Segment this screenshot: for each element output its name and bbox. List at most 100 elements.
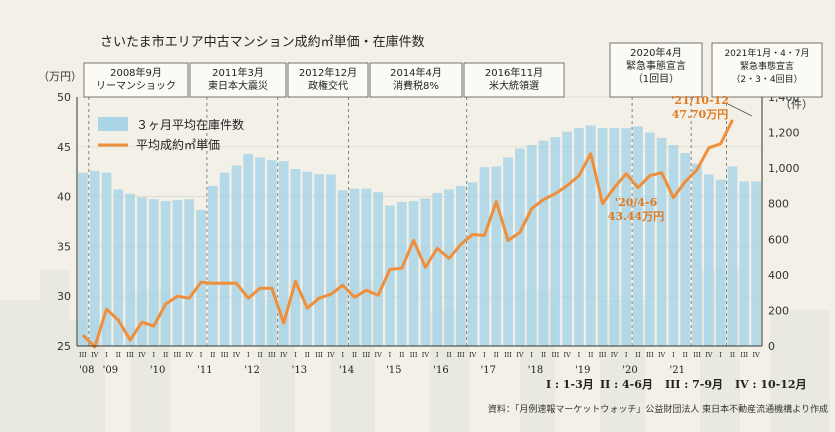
year-tick-label: '16 [433, 365, 448, 376]
inventory-bar [515, 148, 525, 346]
inventory-bar [609, 128, 620, 346]
year-tick-label: '12 [244, 365, 259, 376]
inventory-bar [692, 163, 702, 346]
quarter-legend-1: I : 1-3月 [546, 378, 594, 391]
left-axis-unit: （万円） [38, 70, 82, 83]
chart-title: さいたま市エリア中古マンション成約㎡単価・在庫件数 [100, 34, 425, 50]
inventory-bar [455, 185, 466, 346]
quarter-tick-label: II [635, 351, 641, 359]
right-axis-unit: （件） [780, 98, 813, 111]
quarter-tick-label: IV [469, 351, 477, 359]
inventory-bar [361, 188, 372, 346]
year-tick-label: '09 [103, 365, 118, 376]
quarter-tick-label: IV [752, 351, 760, 359]
quarter-legend-2: II : 4-6月 [600, 378, 653, 391]
right-tick-label: 400 [768, 269, 789, 282]
quarter-legend-3: III : 7-9月 [665, 378, 723, 391]
quarter-tick-label: I [625, 351, 628, 359]
left-axis: 25 30 35 40 45 50 [57, 91, 78, 353]
inventory-bar [326, 174, 336, 346]
left-tick-label: 35 [57, 240, 71, 253]
inventory-bar [562, 131, 572, 346]
inventory-bar [550, 137, 561, 346]
quarter-tick-label: IV [658, 351, 666, 359]
right-tick-label: 600 [768, 233, 789, 246]
inventory-bar [385, 205, 395, 346]
quarter-tick-label: I [483, 351, 486, 359]
quarter-tick-label: II [683, 351, 689, 359]
inventory-bar [491, 166, 502, 346]
quarter-tick-label: I [294, 351, 297, 359]
quarter-tick-label: III [410, 351, 418, 359]
year-tick-label: '08 [79, 365, 94, 376]
quarter-tick-label: II [446, 351, 452, 359]
quarter-legend-4: IV : 10-12月 [735, 378, 807, 391]
source-note: 資料：「月例速報マーケットウォッチ」公益財団法人 東日本不動産流通機構より作成 [488, 403, 828, 415]
event-label: （2・3・4回目） [731, 74, 802, 85]
event-label: 2020年4月 [630, 46, 682, 59]
quarter-tick-label: III [457, 351, 465, 359]
year-tick-label: '13 [292, 365, 307, 376]
inventory-bar [432, 193, 443, 346]
annotation-label: 43.44万円 [608, 210, 664, 223]
quarter-tick-label: II [305, 351, 311, 359]
skyline-building [40, 270, 70, 432]
quarter-tick-label: I [247, 351, 250, 359]
quarter-tick-label: IV [280, 351, 288, 359]
quarter-tick-label: III [79, 351, 87, 359]
quarter-tick-label: I [530, 351, 533, 359]
inventory-bar [196, 209, 206, 346]
event-box [463, 62, 565, 98]
annotation-label: '21/10-12 [671, 94, 729, 107]
skyline-building [520, 290, 555, 432]
quarter-legend: I : 1-3月 II : 4-6月 III : 7-9月 IV : 10-12… [546, 378, 807, 391]
quarter-tick-label: I [152, 351, 155, 359]
inventory-bar [113, 189, 124, 346]
event-label: 政権交代 [308, 79, 348, 92]
quarter-tick-label: III [315, 351, 323, 359]
legend-bar-swatch [98, 117, 128, 131]
event-label: 2008年9月 [110, 66, 162, 79]
event-label: リーマンショック [96, 80, 176, 92]
quarter-tick-label: III [599, 351, 607, 359]
price-line [81, 119, 734, 349]
inventory-bar [267, 160, 277, 346]
event-box [369, 62, 463, 98]
quarter-tick-label: III [174, 351, 182, 359]
event-label: （1回目） [633, 73, 679, 85]
inventory-bar [751, 181, 761, 346]
quarter-tick-label: III [126, 351, 134, 359]
event-label: 2011年3月 [212, 66, 264, 79]
quarter-tick-label: III [268, 351, 276, 359]
bar-series [78, 125, 761, 346]
year-tick-label: '11 [197, 365, 212, 376]
inventory-bar [184, 199, 195, 346]
inventory-bar [290, 169, 301, 346]
quarter-tick-label: I [105, 351, 108, 359]
inventory-bar [467, 182, 478, 346]
quarter-tick-label: IV [327, 351, 335, 359]
inventory-bar [680, 153, 691, 346]
inventory-bar [503, 157, 513, 346]
event-label: 2012年12月 [299, 66, 357, 79]
inventory-bar [160, 201, 171, 346]
year-tick-label: '10 [150, 365, 165, 376]
event-box [287, 62, 369, 98]
quarter-tick-label: I [578, 351, 581, 359]
quarter-tick-label: IV [422, 351, 430, 359]
year-axis: '08 '09 '10 '11 '12 '13 '14 '15 '16 '17 '18 '19 '20 '… [79, 365, 685, 376]
annotation-leader [727, 103, 753, 117]
year-tick-label: '15 [386, 365, 401, 376]
inventory-bar [231, 165, 242, 346]
event-box [609, 42, 703, 98]
event-label: 緊急事態宣言 [740, 60, 794, 72]
quarter-tick-label: I [200, 351, 203, 359]
quarter-tick-label: III [646, 351, 654, 359]
inventory-bar [137, 197, 147, 346]
event-box [711, 42, 823, 98]
event-label: 消費税8% [393, 79, 439, 92]
year-tick-label: '18 [528, 365, 543, 376]
inventory-bar [148, 199, 159, 346]
quarter-tick-label: IV [516, 351, 524, 359]
